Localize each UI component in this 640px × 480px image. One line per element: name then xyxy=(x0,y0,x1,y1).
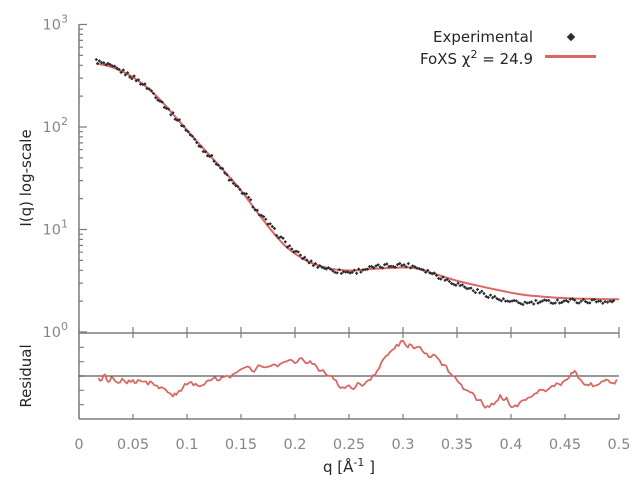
y-tick-label: 101 xyxy=(43,218,68,239)
tick-labels: 100 101 102 103 0 0.05 0.1 0.15 0.2 0.25 0.3 0.35 0.… xyxy=(43,13,631,454)
main-y-axis-title: I(q) log-scale xyxy=(17,129,35,227)
x-tick-label: 0.5 xyxy=(607,437,630,453)
residual-y-axis-title: Residual xyxy=(17,344,35,408)
x-tick-label: 0.2 xyxy=(283,437,306,453)
legend-foxs-pre: FoXS χ xyxy=(419,50,471,68)
x-tick-label: 0.45 xyxy=(549,437,581,453)
x-axis-title-post: ] xyxy=(364,458,375,476)
x-tick-label: 0.3 xyxy=(391,437,414,453)
axes xyxy=(78,23,620,420)
residual-curve xyxy=(97,339,618,409)
x-tick-label: 0.35 xyxy=(441,437,473,453)
x-tick-label: 0.05 xyxy=(117,437,149,453)
y-tick-label: 102 xyxy=(43,115,68,136)
legend-foxs-line-icon xyxy=(545,55,596,58)
legend-foxs-post: = 24.9 xyxy=(477,50,533,68)
x-axis-title: q [Å-1 ] xyxy=(323,456,375,476)
x-tick-label: 0 xyxy=(74,437,83,453)
tick-marks xyxy=(78,23,620,419)
x-axis-title-pre: q [Å xyxy=(323,458,354,476)
x-tick-label: 0.4 xyxy=(499,437,522,453)
legend-label-foxs: FoXS χ2 = 24.9 xyxy=(420,48,533,68)
legend-label-experimental: Experimental xyxy=(432,28,533,46)
y-tick-label: 100 xyxy=(43,320,68,341)
foxs-fit-curve xyxy=(96,62,619,301)
legend-foxs-sup: 2 xyxy=(470,48,478,61)
x-tick-label: 0.1 xyxy=(175,437,198,453)
experimental-data-points xyxy=(94,57,616,307)
y-tick-label: 103 xyxy=(43,13,68,34)
x-tick-label: 0.25 xyxy=(333,437,365,453)
x-axis-title-sup: -1 xyxy=(353,456,365,469)
x-tick-label: 0.15 xyxy=(225,437,257,453)
